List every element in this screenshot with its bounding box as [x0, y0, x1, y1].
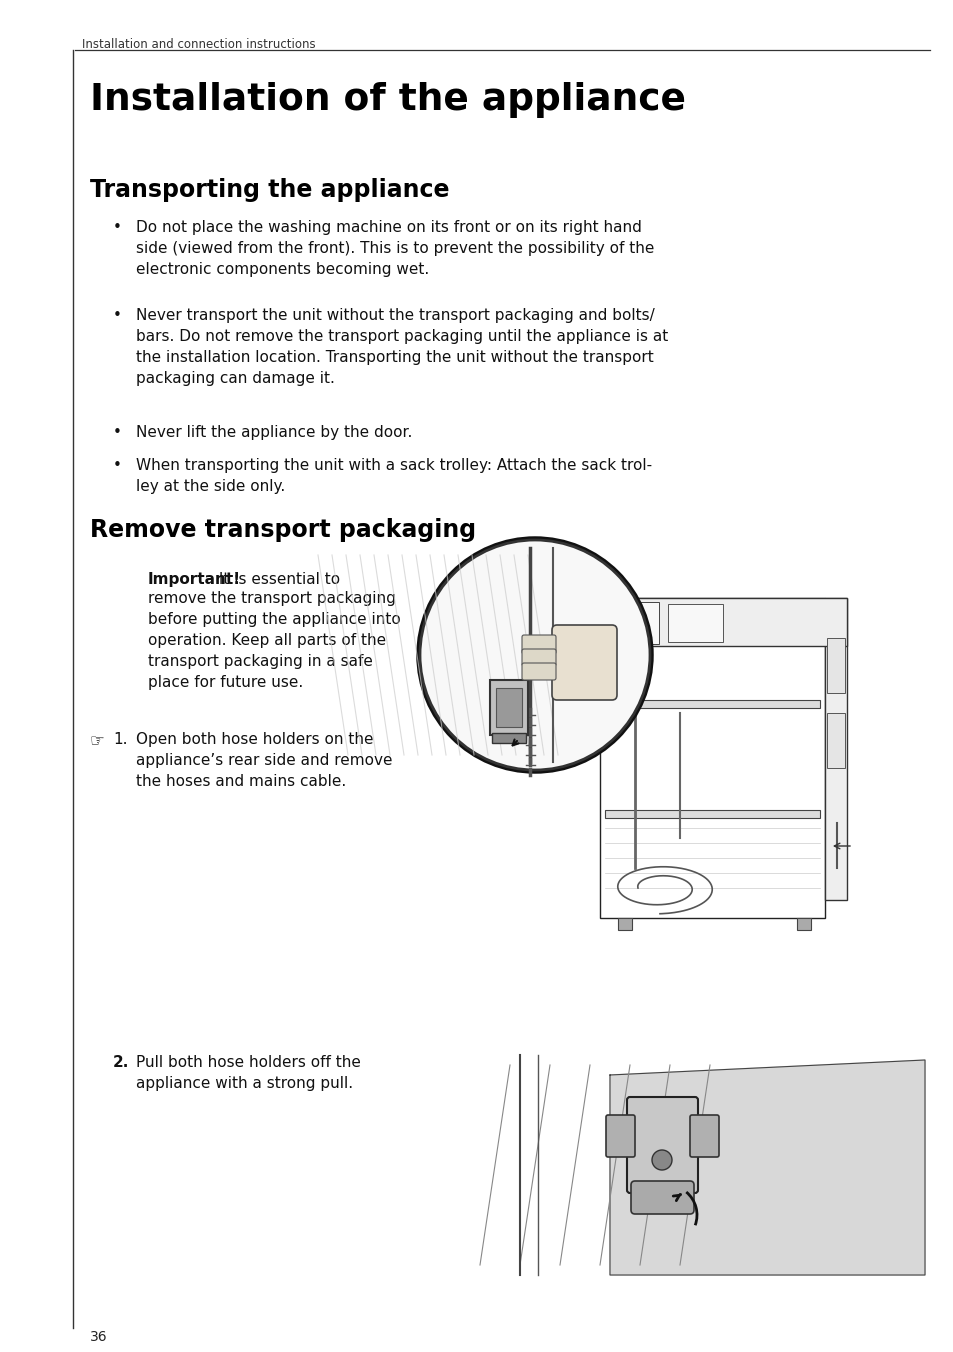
Circle shape	[651, 1151, 671, 1169]
Text: When transporting the unit with a sack trolley: Attach the sack trol-
ley at the: When transporting the unit with a sack t…	[136, 458, 652, 493]
Bar	[603, 602, 659, 644]
Bar	[604, 700, 820, 708]
Text: Never lift the appliance by the door.: Never lift the appliance by the door.	[136, 425, 412, 439]
Circle shape	[419, 539, 649, 771]
Text: remove the transport packaging
before putting the appliance into
operation. Keep: remove the transport packaging before pu…	[148, 591, 400, 690]
Text: Pull both hose holders off the
appliance with a strong pull.: Pull both hose holders off the appliance…	[136, 1055, 360, 1091]
FancyBboxPatch shape	[552, 625, 617, 700]
Bar	[604, 810, 820, 818]
Text: 36: 36	[90, 1330, 108, 1344]
Text: Installation and connection instructions: Installation and connection instructions	[82, 38, 315, 51]
FancyBboxPatch shape	[521, 662, 556, 680]
Bar	[826, 713, 844, 768]
Text: 2.: 2.	[112, 1055, 130, 1069]
FancyBboxPatch shape	[630, 1182, 693, 1214]
Text: 1.: 1.	[112, 731, 128, 748]
Bar	[826, 638, 844, 694]
Bar	[609, 688, 627, 723]
Text: Do not place the washing machine on its front or on its right hand
side (viewed : Do not place the washing machine on its …	[136, 220, 654, 277]
Bar	[490, 680, 527, 735]
Text: It is essential to: It is essential to	[213, 572, 340, 587]
Bar	[824, 598, 846, 900]
Bar	[492, 733, 525, 744]
Text: Remove transport packaging: Remove transport packaging	[90, 518, 476, 542]
Text: Important!: Important!	[148, 572, 241, 587]
FancyBboxPatch shape	[689, 1115, 719, 1157]
Bar	[599, 598, 824, 918]
Text: •: •	[112, 425, 122, 439]
Text: •: •	[112, 308, 122, 323]
FancyBboxPatch shape	[626, 1096, 698, 1192]
Bar	[667, 604, 722, 642]
FancyBboxPatch shape	[521, 635, 556, 654]
Bar	[618, 918, 631, 930]
Text: •: •	[112, 458, 122, 473]
Text: •: •	[112, 220, 122, 235]
Polygon shape	[609, 1060, 924, 1275]
Text: Installation of the appliance: Installation of the appliance	[90, 82, 685, 118]
Text: Open both hose holders on the
appliance’s rear side and remove
the hoses and mai: Open both hose holders on the appliance’…	[136, 731, 392, 790]
Bar	[496, 688, 521, 727]
Circle shape	[417, 538, 651, 772]
Text: Transporting the appliance: Transporting the appliance	[90, 178, 449, 201]
Bar	[796, 918, 810, 930]
Bar	[599, 598, 846, 646]
FancyBboxPatch shape	[521, 649, 556, 667]
FancyBboxPatch shape	[605, 1115, 635, 1157]
Text: Never transport the unit without the transport packaging and bolts/
bars. Do not: Never transport the unit without the tra…	[136, 308, 667, 387]
Text: ☞: ☞	[90, 731, 105, 750]
